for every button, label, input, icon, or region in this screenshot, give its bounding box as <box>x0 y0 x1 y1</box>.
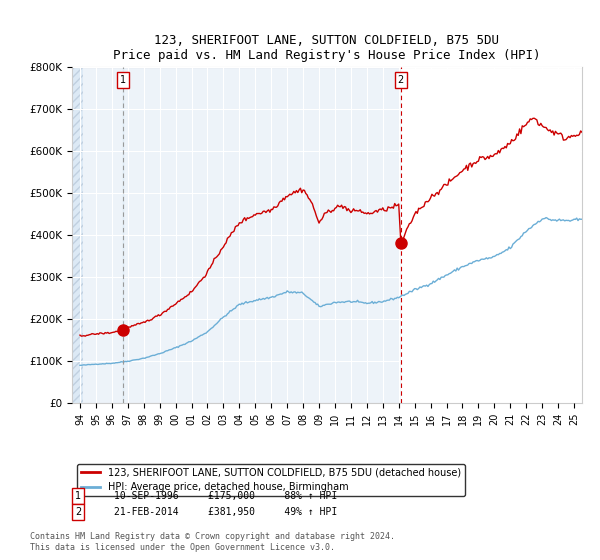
Text: 1: 1 <box>75 491 81 501</box>
Text: 2: 2 <box>75 507 81 517</box>
Legend: 123, SHERIFOOT LANE, SUTTON COLDFIELD, B75 5DU (detached house), HPI: Average pr: 123, SHERIFOOT LANE, SUTTON COLDFIELD, B… <box>77 464 465 496</box>
Title: 123, SHERIFOOT LANE, SUTTON COLDFIELD, B75 5DU
Price paid vs. HM Land Registry's: 123, SHERIFOOT LANE, SUTTON COLDFIELD, B… <box>113 34 541 62</box>
Bar <box>72 67 83 403</box>
Bar <box>401 67 582 403</box>
Text: 2: 2 <box>398 75 404 85</box>
Text: 1: 1 <box>120 75 126 85</box>
Text: 10-SEP-1996     £175,000     88% ↑ HPI: 10-SEP-1996 £175,000 88% ↑ HPI <box>114 491 337 501</box>
Text: 21-FEB-2014     £381,950     49% ↑ HPI: 21-FEB-2014 £381,950 49% ↑ HPI <box>114 507 337 517</box>
Text: Contains HM Land Registry data © Crown copyright and database right 2024.
This d: Contains HM Land Registry data © Crown c… <box>30 532 395 552</box>
Bar <box>72 67 80 403</box>
Bar <box>72 67 123 403</box>
Bar <box>123 67 401 403</box>
